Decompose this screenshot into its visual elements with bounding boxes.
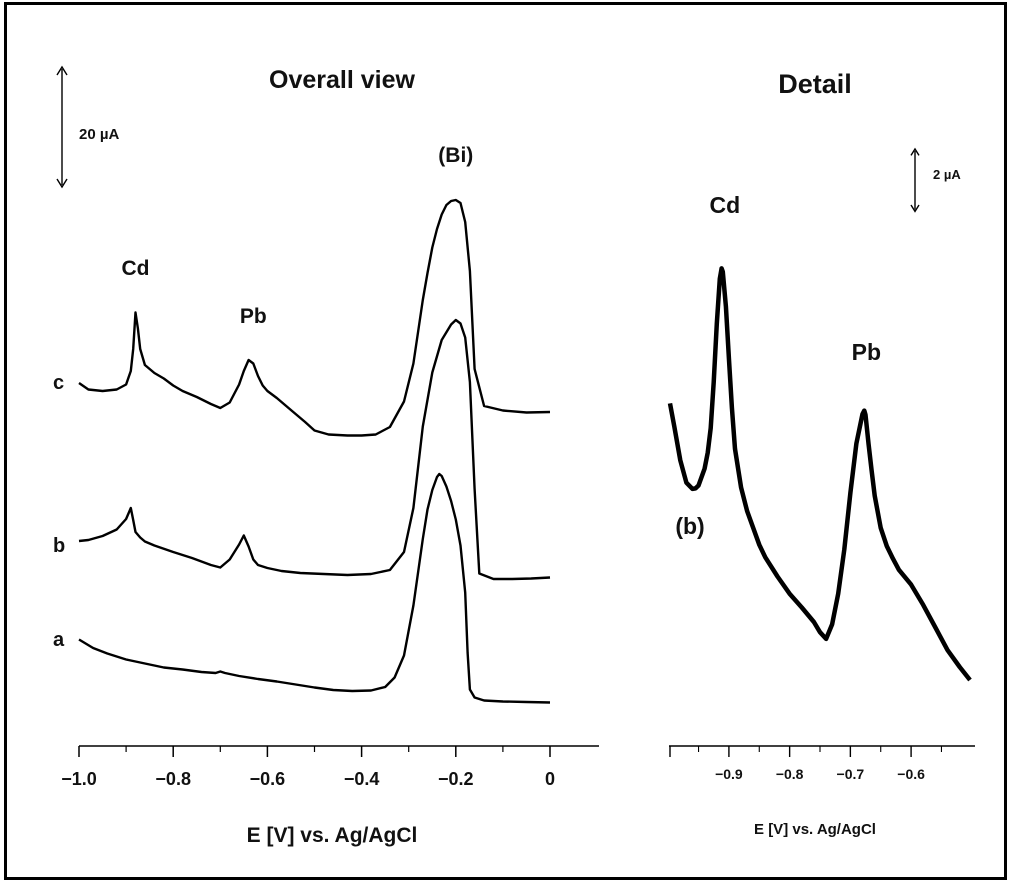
detail-traces: (b) bbox=[667, 266, 972, 682]
overall-scale-bar bbox=[56, 65, 68, 189]
detail-peak-labels: Cd Pb bbox=[709, 192, 881, 365]
overall-scale-bar-label: 20 µA bbox=[79, 126, 119, 143]
detail-tick-label: −0.6 bbox=[897, 766, 925, 782]
overall-traces: c b a bbox=[53, 198, 551, 704]
peak-label-bi: (Bi) bbox=[438, 144, 473, 167]
detail-trace-label-b: (b) bbox=[675, 513, 704, 539]
peak-label-cd: Cd bbox=[122, 257, 150, 280]
trace-b bbox=[78, 318, 551, 581]
figure-canvas: Overall view E [V] vs. Ag/AgCl 20 µA −1.… bbox=[53, 65, 975, 847]
overall-scale-arrow bbox=[56, 65, 68, 189]
detail-peak-label-cd: Cd bbox=[709, 192, 740, 218]
detail-scale-bar-label: 2 µA bbox=[933, 167, 961, 182]
detail-trace-b bbox=[667, 266, 972, 682]
overall-title: Overall view bbox=[269, 66, 415, 94]
detail-peak-label-pb: Pb bbox=[852, 339, 881, 365]
overall-tick-label: −1.0 bbox=[61, 769, 97, 789]
figure-frame: Overall view E [V] vs. Ag/AgCl 20 µA −1.… bbox=[4, 2, 1007, 880]
detail-tick-label: −0.9 bbox=[715, 766, 743, 782]
overall-peak-labels: Cd Pb (Bi) bbox=[122, 144, 474, 328]
trace-a bbox=[78, 472, 551, 704]
detail-scale-bar bbox=[910, 147, 920, 213]
detail-title: Detail bbox=[778, 69, 852, 99]
detail-panel: Detail E [V] vs. Ag/AgCl 2 µA −0.9 −0.8 −0… bbox=[667, 69, 975, 838]
overall-tick-label: −0.8 bbox=[155, 769, 191, 789]
detail-scale-arrow bbox=[910, 147, 920, 213]
overall-x-axis-label: E [V] vs. Ag/AgCl bbox=[247, 824, 418, 847]
detail-x-axis-label: E [V] vs. Ag/AgCl bbox=[754, 821, 876, 838]
detail-tick-label: −0.8 bbox=[776, 766, 804, 782]
detail-x-ticks: −0.9 −0.8 −0.7 −0.6 bbox=[669, 746, 943, 782]
overall-tick-label: 0 bbox=[545, 769, 555, 789]
overall-x-ticks: −1.0 −0.8 −0.6 −0.4 −0.2 0 bbox=[61, 746, 555, 789]
overall-view-panel: Overall view E [V] vs. Ag/AgCl 20 µA −1.… bbox=[53, 65, 599, 847]
trace-label-a: a bbox=[53, 629, 65, 651]
detail-tick-label: −0.7 bbox=[837, 766, 865, 782]
trace-c bbox=[78, 198, 551, 437]
peak-label-pb: Pb bbox=[240, 305, 267, 328]
overall-tick-label: −0.2 bbox=[438, 769, 474, 789]
trace-label-b: b bbox=[53, 535, 65, 557]
overall-tick-label: −0.4 bbox=[344, 769, 380, 789]
trace-label-c: c bbox=[53, 372, 64, 394]
overall-tick-label: −0.6 bbox=[250, 769, 286, 789]
